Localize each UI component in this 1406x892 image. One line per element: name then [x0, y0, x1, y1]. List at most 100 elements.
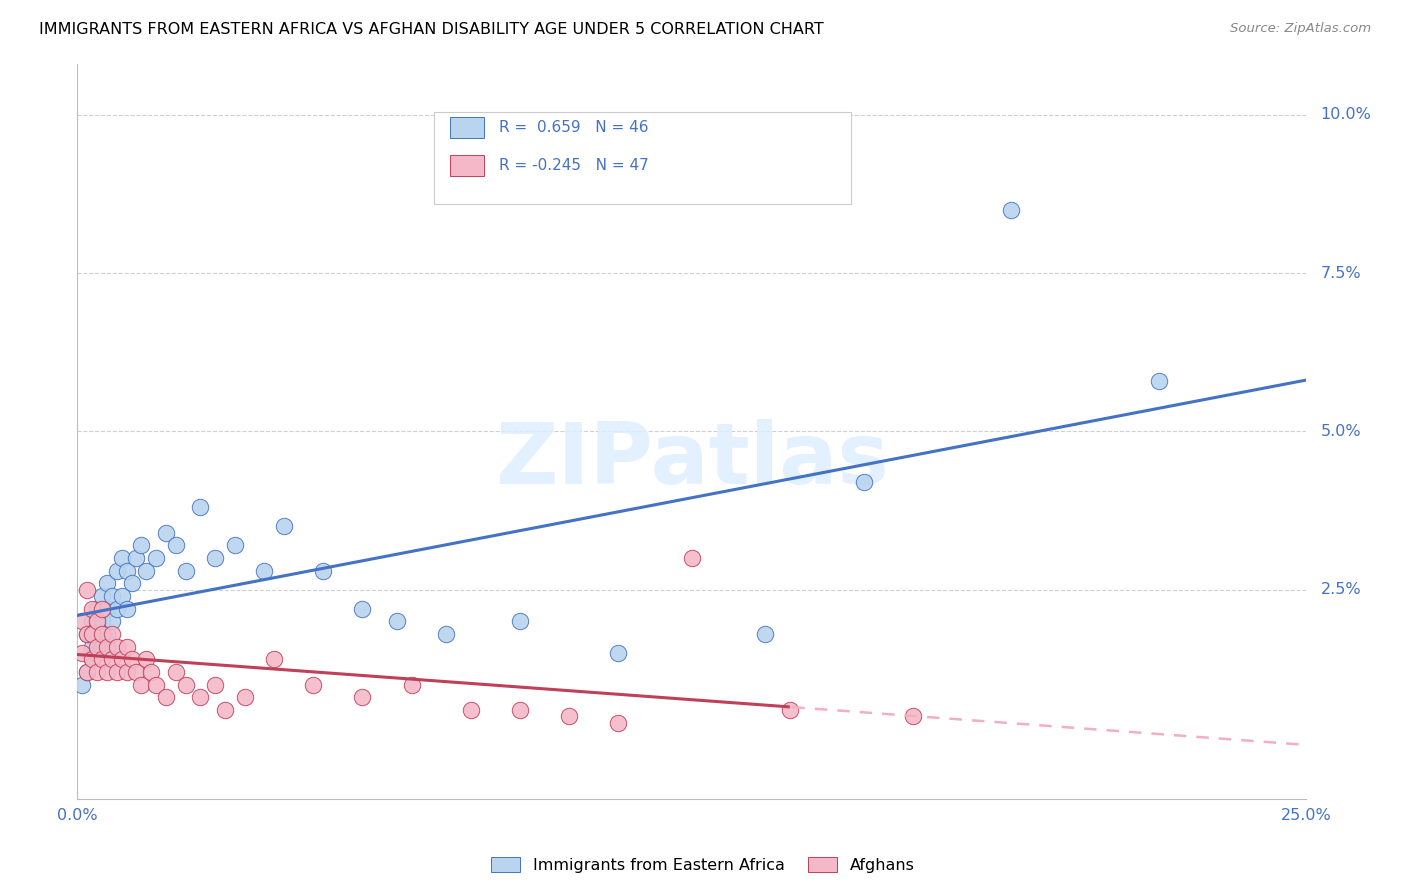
Point [155, 690, 177, 705]
Point [86, 615, 108, 629]
Point [214, 703, 236, 717]
Point [302, 678, 325, 692]
Point [82, 601, 104, 615]
Point [105, 564, 128, 578]
Point [76, 665, 98, 679]
Point [352, 601, 374, 615]
Point [111, 652, 134, 666]
Point [263, 652, 285, 666]
Point [82, 640, 104, 654]
Point [82, 652, 104, 666]
Point [86, 640, 108, 654]
Point [96, 576, 118, 591]
Text: 2.5%: 2.5% [1320, 582, 1361, 598]
Text: ZIPatlas: ZIPatlas [495, 419, 889, 502]
Legend: Immigrants from Eastern Africa, Afghans: Immigrants from Eastern Africa, Afghans [485, 851, 921, 880]
Point [204, 678, 226, 692]
Point [91, 589, 114, 603]
Point [1000, 202, 1022, 217]
Point [312, 564, 335, 578]
Point [105, 601, 128, 615]
Text: R = -0.245   N = 47: R = -0.245 N = 47 [499, 158, 648, 173]
Point [115, 564, 138, 578]
Point [76, 665, 98, 679]
Point [91, 615, 114, 629]
Point [155, 525, 177, 540]
Point [91, 601, 114, 615]
Point [91, 640, 114, 654]
Point [72, 678, 94, 692]
Point [174, 678, 197, 692]
Point [901, 709, 924, 723]
Point [76, 627, 98, 641]
FancyBboxPatch shape [433, 112, 852, 203]
Point [82, 652, 104, 666]
Point [145, 678, 167, 692]
Point [401, 678, 423, 692]
Point [1147, 374, 1170, 388]
Point [96, 640, 118, 654]
Point [434, 627, 457, 641]
Point [72, 615, 94, 629]
Text: 10.0%: 10.0% [1320, 107, 1372, 122]
FancyBboxPatch shape [450, 117, 484, 137]
Point [76, 627, 98, 641]
Point [101, 652, 124, 666]
Point [125, 665, 148, 679]
Point [188, 690, 211, 705]
Point [141, 665, 163, 679]
Point [204, 551, 226, 566]
Point [253, 564, 276, 578]
Point [233, 690, 256, 705]
Point [111, 589, 134, 603]
Text: R =  0.659   N = 46: R = 0.659 N = 46 [499, 120, 648, 135]
Point [509, 703, 531, 717]
Point [131, 678, 153, 692]
Point [86, 627, 108, 641]
Point [607, 646, 630, 660]
Point [82, 615, 104, 629]
Point [273, 519, 295, 533]
Point [131, 538, 153, 552]
Point [96, 601, 118, 615]
Point [121, 576, 143, 591]
Point [607, 715, 630, 730]
Point [115, 601, 138, 615]
Point [188, 500, 211, 515]
Point [115, 640, 138, 654]
Point [224, 538, 246, 552]
Point [121, 652, 143, 666]
Point [145, 551, 167, 566]
Point [509, 615, 531, 629]
FancyBboxPatch shape [450, 155, 484, 176]
Point [101, 627, 124, 641]
Point [86, 601, 108, 615]
Point [165, 538, 187, 552]
Point [82, 627, 104, 641]
Point [135, 652, 157, 666]
Point [754, 627, 776, 641]
Text: IMMIGRANTS FROM EASTERN AFRICA VS AFGHAN DISABILITY AGE UNDER 5 CORRELATION CHAR: IMMIGRANTS FROM EASTERN AFRICA VS AFGHAN… [39, 22, 824, 37]
Point [135, 564, 157, 578]
Point [385, 615, 408, 629]
Point [76, 582, 98, 597]
Point [91, 652, 114, 666]
Point [460, 703, 482, 717]
Point [96, 627, 118, 641]
Point [105, 665, 128, 679]
Point [86, 665, 108, 679]
Point [96, 665, 118, 679]
Point [91, 627, 114, 641]
Text: 5.0%: 5.0% [1320, 424, 1361, 439]
Text: Source: ZipAtlas.com: Source: ZipAtlas.com [1230, 22, 1371, 36]
Point [779, 703, 801, 717]
Point [105, 640, 128, 654]
Point [174, 564, 197, 578]
Point [101, 615, 124, 629]
Point [125, 551, 148, 566]
Point [115, 665, 138, 679]
Point [101, 589, 124, 603]
Point [852, 475, 875, 489]
Point [165, 665, 187, 679]
Point [111, 551, 134, 566]
